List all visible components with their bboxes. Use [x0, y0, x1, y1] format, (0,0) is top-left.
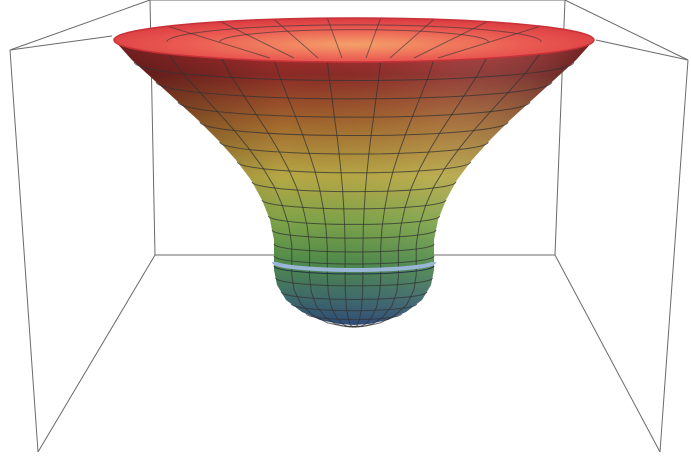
mesh-meridian	[353, 52, 542, 327]
mesh-ring	[273, 243, 435, 253]
mesh-meridian	[353, 56, 488, 328]
inner-meridian	[437, 25, 541, 59]
surface-shading	[114, 40, 594, 325]
surface-body	[113, 17, 595, 328]
equator-edge	[273, 265, 435, 275]
mesh-ring	[306, 313, 402, 321]
mesh-ring	[280, 291, 428, 300]
mesh-meridian	[326, 59, 355, 328]
equator-band	[272, 261, 436, 272]
bounding-box-front	[9, 35, 689, 453]
inner-ring	[166, 24, 542, 43]
inner-meridian	[413, 21, 488, 59]
mesh-ring	[155, 81, 553, 100]
mesh-meridian	[220, 56, 355, 328]
mesh-meridian	[166, 52, 355, 327]
mesh-meridian	[353, 59, 382, 328]
mesh-lines	[133, 52, 575, 328]
inner-meridian	[220, 21, 295, 59]
mesh-ring	[273, 255, 435, 265]
inner-ring	[219, 29, 489, 43]
mesh-ring	[177, 101, 531, 118]
mesh-ring	[199, 121, 509, 137]
mesh-ring	[133, 61, 575, 81]
inner-meridian	[273, 18, 319, 59]
mesh-ring	[275, 277, 433, 287]
mesh-meridian	[273, 58, 354, 328]
mesh-ring	[219, 141, 489, 155]
mesh-ring	[237, 161, 471, 174]
rim-edge	[113, 17, 595, 63]
mesh-ring	[267, 215, 441, 225]
inner-meridian	[365, 17, 382, 59]
mesh-meridian	[354, 58, 435, 328]
mesh-ring	[271, 229, 437, 239]
inner-meridian	[389, 18, 435, 59]
mesh-ring	[251, 181, 457, 193]
mesh-ring	[261, 199, 447, 210]
inner-meridian	[326, 17, 343, 59]
inner-meridian	[167, 25, 271, 59]
mesh-ring	[290, 303, 418, 312]
rim-inner-mesh	[166, 17, 542, 59]
